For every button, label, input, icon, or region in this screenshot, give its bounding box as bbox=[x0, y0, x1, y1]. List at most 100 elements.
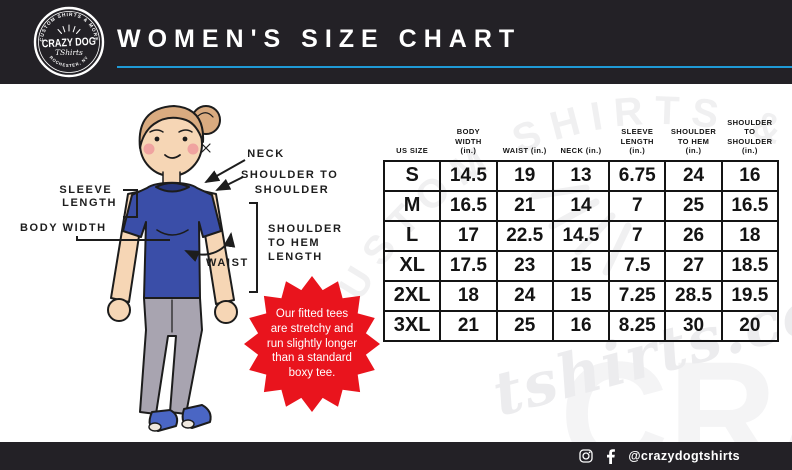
column-header: BODY WIDTH (in.) bbox=[455, 127, 482, 156]
sleeve-bracket bbox=[123, 189, 138, 218]
measurement-cell: 15 bbox=[551, 249, 611, 282]
column-header: SHOULDER TO HEM (in.) bbox=[670, 127, 717, 156]
measurement-cell: 7.25 bbox=[608, 279, 667, 312]
body-width-pointer bbox=[76, 236, 170, 241]
measurement-cell: 14.5 bbox=[551, 219, 611, 252]
measurement-cell: 17.5 bbox=[439, 249, 498, 282]
t-shirt bbox=[122, 181, 222, 299]
instagram-icon bbox=[579, 449, 593, 463]
measurement-cell: 27 bbox=[664, 249, 723, 282]
size-table-header-row: US SIZE BODY WIDTH (in.) WAIST (in.) NECK (in… bbox=[384, 118, 778, 161]
measurement-cell: 14 bbox=[551, 189, 611, 222]
label-neck: NECK bbox=[247, 148, 285, 160]
table-row: L 17 22.5 14.5 7 26 18 bbox=[382, 219, 780, 252]
right-hand bbox=[214, 300, 238, 324]
measurement-cell: 6.75 bbox=[608, 159, 667, 192]
measurement-cell: 16 bbox=[720, 159, 780, 192]
logo-script-text: TShirts bbox=[55, 48, 83, 57]
size-table-body: S 14.5 19 13 6.75 24 16 M 16.5 21 14 7 25 16.5 L 17 22.5… bbox=[382, 159, 780, 342]
measurement-cell: 28.5 bbox=[664, 279, 723, 312]
measurement-cell: 19 bbox=[495, 159, 554, 192]
right-arm bbox=[197, 189, 235, 305]
page-title: WOMEN'S SIZE CHART bbox=[117, 25, 522, 53]
hair bbox=[138, 105, 205, 149]
footer-bar: @crazydogtshirts bbox=[0, 442, 792, 470]
logo-rays-icon bbox=[57, 24, 81, 34]
neck-arrow bbox=[204, 159, 246, 183]
column-header: WAIST (in.) bbox=[502, 146, 547, 156]
measurement-cell: 18 bbox=[439, 279, 498, 312]
label-sleeve-length: SLEEVE LENGTH bbox=[59, 184, 117, 209]
watermark-big-text: CRAZY bbox=[560, 330, 792, 442]
size-cell: L bbox=[382, 219, 442, 252]
measurement-cell: 16.5 bbox=[720, 189, 780, 222]
header-bar: CUSTOM SHIRTS & MORE CRAZY DOG TShirts R… bbox=[0, 0, 792, 84]
measurement-cell: 25 bbox=[495, 309, 554, 342]
measurement-cell: 7.5 bbox=[608, 249, 667, 282]
starburst-icon bbox=[244, 276, 380, 412]
column-header: SLEEVE LENGTH (in.) bbox=[620, 127, 654, 156]
shoulder-arrow bbox=[215, 176, 244, 191]
measurement-cell: 13 bbox=[551, 159, 611, 192]
fitted-tees-callout: Our fitted tees are stretchy and run sligh… bbox=[242, 274, 382, 414]
table-row: S 14.5 19 13 6.75 24 16 bbox=[382, 159, 780, 192]
measurement-cell: 21 bbox=[495, 189, 554, 222]
size-cell: XL bbox=[382, 249, 442, 282]
label-waist: WAIST bbox=[206, 257, 249, 269]
measurement-cell: 17 bbox=[439, 219, 498, 252]
measurement-cell: 26 bbox=[664, 219, 723, 252]
measurement-cell: 30 bbox=[664, 309, 723, 342]
measurement-cell: 24 bbox=[495, 279, 554, 312]
size-cell: S bbox=[382, 159, 442, 192]
size-table: US SIZE BODY WIDTH (in.) WAIST (in.) NECK (in… bbox=[382, 118, 780, 342]
measurement-cell: 7 bbox=[608, 219, 667, 252]
table-row: 2XL 18 24 15 7.25 28.5 19.5 bbox=[382, 279, 780, 312]
title-underline bbox=[117, 66, 792, 68]
measurement-cell: 8.25 bbox=[608, 309, 667, 342]
column-header: SHOULDER TO SHOULDER (in.) bbox=[727, 118, 773, 156]
measurement-cell: 18.5 bbox=[720, 249, 780, 282]
column-header: NECK (in.) bbox=[560, 146, 602, 156]
measurement-cell: 14.5 bbox=[439, 159, 498, 192]
social-handle: @crazydogtshirts bbox=[628, 449, 740, 463]
head bbox=[139, 111, 203, 177]
hair-bun bbox=[191, 105, 221, 135]
waist-arrow bbox=[184, 232, 236, 262]
measurement-cell: 7 bbox=[608, 189, 667, 222]
measurement-cell: 15 bbox=[551, 279, 611, 312]
woman-illustration bbox=[107, 105, 238, 432]
table-row: XL 17.5 23 15 7.5 27 18.5 bbox=[382, 249, 780, 282]
label-body-width: BODY WIDTH bbox=[20, 222, 107, 234]
label-shoulder-to-shoulder: SHOULDER TO SHOULDER bbox=[241, 169, 343, 196]
measurement-cell: 18 bbox=[720, 219, 780, 252]
size-cell: M bbox=[382, 189, 442, 222]
callout-text: Our fitted tees are stretchy and run sligh… bbox=[266, 307, 358, 380]
measurement-cell: 22.5 bbox=[495, 219, 554, 252]
measurement-cell: 16 bbox=[551, 309, 611, 342]
neck-shape bbox=[162, 171, 181, 188]
right-shoe bbox=[181, 404, 212, 429]
table-row: 3XL 21 25 16 8.25 30 20 bbox=[382, 309, 780, 342]
size-cell: 2XL bbox=[382, 279, 442, 312]
logo-name-text: CRAZY DOG bbox=[42, 36, 97, 51]
crazy-dog-logo: CUSTOM SHIRTS & MORE CRAZY DOG TShirts R… bbox=[33, 6, 105, 78]
label-shoulder-to-hem: SHOULDER TO HEM LENGTH bbox=[268, 223, 347, 263]
hair-pin-icon bbox=[201, 143, 211, 153]
facebook-icon bbox=[607, 448, 616, 464]
measurement-cell: 24 bbox=[664, 159, 723, 192]
measurement-cell: 23 bbox=[495, 249, 554, 282]
measurement-cell: 19.5 bbox=[720, 279, 780, 312]
size-cell: 3XL bbox=[382, 309, 442, 342]
collar bbox=[155, 182, 190, 193]
measurement-cell: 16.5 bbox=[439, 189, 498, 222]
column-header: US SIZE bbox=[396, 146, 429, 156]
left-hand bbox=[107, 298, 131, 322]
pants bbox=[139, 297, 203, 415]
measurement-cell: 25 bbox=[664, 189, 723, 222]
measurement-cell: 20 bbox=[720, 309, 780, 342]
left-shoe bbox=[148, 409, 179, 432]
table-row: M 16.5 21 14 7 25 16.5 bbox=[382, 189, 780, 222]
left-arm bbox=[110, 189, 147, 303]
measurement-cell: 21 bbox=[439, 309, 498, 342]
